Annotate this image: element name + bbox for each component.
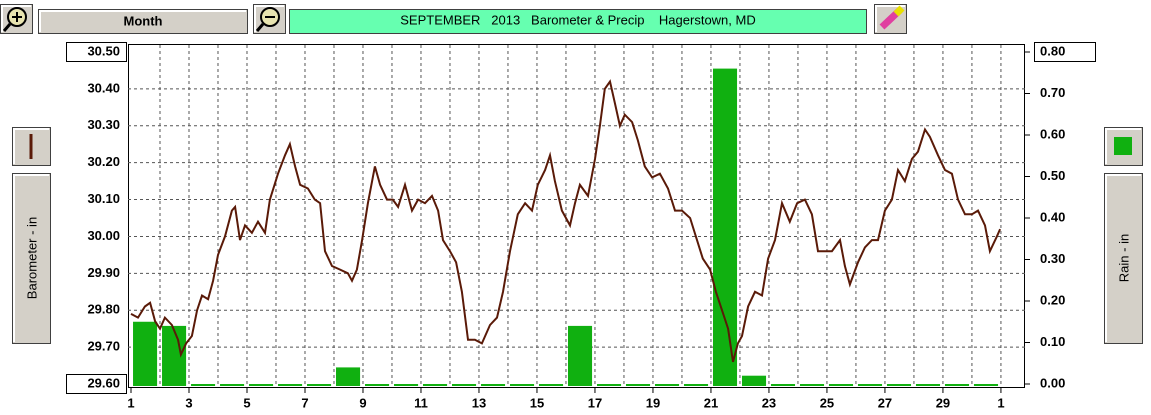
y2-tick-label: 0.20 [1040,292,1065,307]
rain-bar [452,384,477,386]
rain-bar [394,384,419,386]
rain-bar [538,384,564,386]
x-tick-label: 3 [185,395,192,410]
y-tick-label: 30.40 [87,80,120,95]
plot-frame [128,44,1025,388]
rain-bar [915,384,941,386]
y-tick-label: 29.90 [87,265,120,280]
x-tick-label: 1 [997,395,1004,410]
zoom-out-button[interactable] [253,4,286,34]
barometer-line [130,79,1002,363]
x-tick-label: 9 [359,395,366,410]
rain-bar [712,68,738,386]
period-button[interactable]: Month [38,9,248,34]
y-axis-label: Barometer - in [24,217,39,299]
rain-bar [857,384,883,386]
x-tick-label: 11 [414,395,428,410]
y2-tick-label: 0.80 [1040,43,1065,58]
y-tick-label: 30.30 [87,117,120,132]
x-tick-label: 25 [820,395,834,410]
y2-tick-box [1034,42,1096,62]
y2-tick-label: 0.40 [1040,209,1065,224]
y-tick-label: 30.10 [87,191,120,206]
rain-bar [625,384,651,386]
x-tick-label: 5 [243,395,250,410]
rain-bar [683,384,709,386]
y-tick-label: 30.00 [87,228,120,243]
grid [128,45,1025,387]
rain-bar [249,384,274,386]
x-tick-label: 7 [301,395,308,410]
y-tick-label: 29.80 [87,302,120,317]
y2-tick-label: 0.70 [1040,85,1065,100]
y-tick-box [66,42,127,62]
y2-tick-label: 0.60 [1040,126,1065,141]
rain-bar [220,384,245,386]
x-tick-label: 21 [704,395,718,410]
y-tick-label: 30.50 [87,43,120,58]
y2-tick-label: 0.10 [1040,334,1065,349]
zoom-in-button[interactable] [0,4,33,34]
rain-bar [944,384,970,386]
rain-bar [567,325,593,386]
y2-axis-label: Rain - in [1116,234,1131,282]
y2-tick-label: 0.30 [1040,251,1065,266]
rain-legend-button[interactable] [1104,127,1143,166]
edit-button[interactable] [874,4,907,34]
x-tick-label: 27 [878,395,892,410]
rain-bar [336,367,361,386]
rain-bar [162,325,187,386]
rain-bar [828,384,854,386]
rain-bar [510,384,535,386]
barometer-legend-button[interactable] [12,127,51,166]
rain-bar [886,384,912,386]
rain-bar [973,384,999,386]
rain-bar [799,384,825,386]
y2-tick-label: 0.00 [1040,375,1065,390]
rain-bar [741,375,767,386]
chart-title: SEPTEMBER 2013 Barometer & Precip Hagers… [400,12,755,27]
rain-bar [133,321,158,386]
x-tick-label: 23 [762,395,776,410]
y-tick-label: 29.60 [87,375,120,390]
rain-bar [596,384,622,386]
rain-bar [191,384,216,386]
period-label: Month [124,13,163,28]
rain-axis-button[interactable]: Rain - in [1104,173,1143,344]
x-tick-label: 1 [127,395,134,410]
rain-bar [278,384,303,386]
x-tick-label: 29 [936,395,950,410]
y-tick-label: 30.20 [87,154,120,169]
x-tick-label: 19 [646,395,660,410]
x-tick-label: 17 [588,395,602,410]
x-tick-label: 13 [472,395,486,410]
y2-tick-label: 0.50 [1040,168,1065,183]
rain-bar [654,384,680,386]
x-tick-label: 15 [530,395,544,410]
barometer-axis-button[interactable]: Barometer - in [12,173,51,344]
title-box [289,9,867,34]
rain-bar [307,384,332,386]
rain-bar [770,384,796,386]
rain-bar [481,384,506,386]
rain-bar [423,384,448,386]
y-tick-box [66,374,127,394]
rain-bar [365,384,390,386]
y-tick-label: 29.70 [87,339,120,354]
